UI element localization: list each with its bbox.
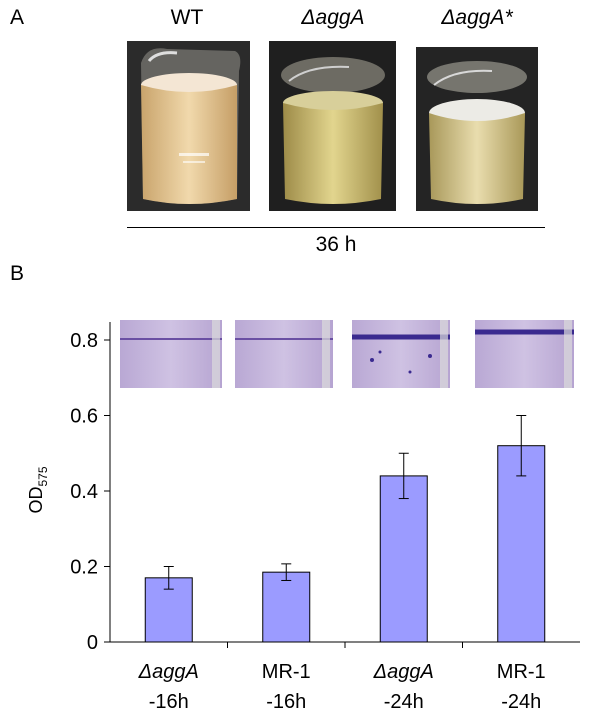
beaker-photo-aggA-complemented <box>416 47 538 211</box>
condition-label-aggA-complemented: ΔaggA* <box>441 6 513 29</box>
y-axis-label-main: OD <box>26 487 46 514</box>
condition-label-wt: WT <box>170 6 204 29</box>
category-labels: ΔaggA -16h MR-1 -16h ΔaggA -24h MR-1 -24h <box>138 661 546 713</box>
stain-photo-1 <box>120 320 222 388</box>
y-axis-label: OD575 <box>26 466 50 513</box>
bar <box>497 445 546 643</box>
chart-bars <box>144 415 546 643</box>
category-label: MR-1 -16h <box>262 661 311 713</box>
stain-photo-3 <box>352 320 450 388</box>
category-label: ΔaggA -24h <box>373 661 434 713</box>
beaker-photo-wt <box>127 41 250 211</box>
y-axis-label-sub: 575 <box>36 466 50 486</box>
y-tick-label: 0.2 <box>70 557 98 579</box>
y-tick-label: 0.6 <box>70 406 98 428</box>
time-label: 36 h <box>315 233 357 256</box>
category-label: MR-1 -24h <box>497 661 546 713</box>
y-tick-label: 0.4 <box>70 481 98 503</box>
panel-a-label: A <box>10 6 25 29</box>
stain-photo-4 <box>475 320 574 388</box>
bar <box>379 475 428 643</box>
beaker-photo-aggA <box>269 41 396 211</box>
condition-label-aggA: ΔaggA <box>301 6 365 29</box>
panel-b-label: B <box>10 262 25 285</box>
y-tick-label: 0 <box>87 632 98 654</box>
bar <box>262 571 311 643</box>
category-label: ΔaggA -16h <box>138 661 199 713</box>
stain-photo-2 <box>235 320 333 388</box>
y-tick-label: 0.8 <box>70 330 98 352</box>
time-bracket-line <box>127 227 545 228</box>
